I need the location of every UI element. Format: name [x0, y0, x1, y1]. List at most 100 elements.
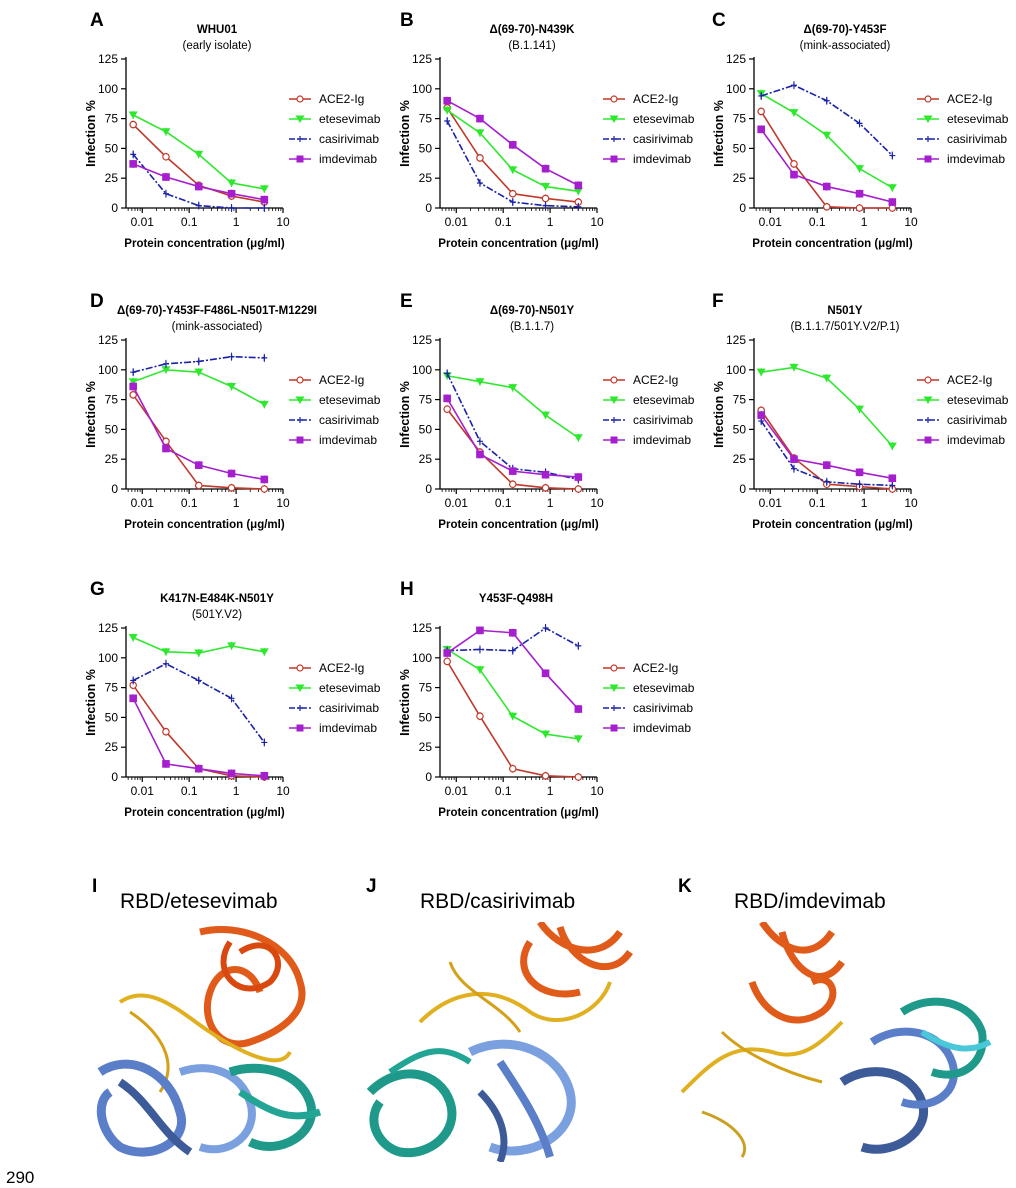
legend-marker: [923, 115, 933, 123]
data-point-imdevimab: [790, 455, 798, 463]
legend-label: casirivimab: [947, 413, 1007, 427]
data-point-etesevimab: [756, 368, 766, 377]
data-point-casirivimab: [889, 482, 896, 489]
legend-label: etesevimab: [633, 112, 695, 126]
data-point-etesevimab: [194, 150, 204, 159]
data-point-imdevimab: [194, 182, 203, 191]
legend-label: imdevimab: [633, 433, 691, 447]
legend-label: etesevimab: [633, 681, 695, 695]
data-point-etesevimab: [822, 131, 832, 140]
legend-marker: [296, 724, 304, 732]
data-point-imdevimab: [822, 182, 831, 191]
series-line-imdevimab: [132, 697, 265, 777]
data-point-casirivimab: [261, 354, 268, 361]
data-point-imdevimab: [260, 195, 269, 204]
data-point-casirivimab: [758, 92, 765, 99]
data-point-casirivimab: [889, 152, 896, 159]
panel-subtitle: (B.1.1.7): [509, 321, 555, 333]
y-tick-label: 50: [733, 141, 747, 155]
data-point-casirivimab: [476, 179, 483, 186]
data-point-ace2-ig: [194, 481, 203, 490]
x-tick-label: 0.1: [809, 215, 826, 229]
data-point-etesevimab: [789, 363, 799, 372]
data-point-imdevimab: [227, 769, 236, 778]
legend-marker: [296, 664, 304, 672]
data-point-imdevimab: [822, 461, 831, 469]
y-tick-label: 125: [726, 333, 746, 347]
data-point-casirivimab: [228, 695, 235, 702]
series-line-imdevimab: [760, 128, 893, 203]
y-tick-label: 25: [105, 452, 119, 466]
legend-marker: [925, 417, 931, 423]
x-tick-label: 10: [276, 496, 290, 510]
y-tick-label: 25: [733, 171, 747, 185]
series-line-ace2-ig: [132, 684, 265, 778]
data-point-imdevimab: [162, 444, 170, 453]
data-point-etesevimab: [855, 405, 865, 414]
data-point-casirivimab: [130, 369, 137, 376]
chart-panel-b: B Δ(69-70)-N439K (B.1.141) 0 25 50 75 100 125…: [396, 8, 716, 268]
data-point-ace2-ig: [476, 712, 484, 721]
legend-label: imdevimab: [947, 152, 1005, 166]
y-tick-label: 75: [419, 112, 433, 126]
data-point-ace2-ig: [757, 107, 765, 116]
x-tick-label: 0.01: [131, 784, 155, 798]
legend-label: casirivimab: [633, 701, 693, 715]
data-point-etesevimab: [442, 106, 452, 115]
data-point-etesevimab: [508, 166, 518, 174]
data-point-imdevimab: [508, 467, 517, 475]
data-point-etesevimab: [887, 442, 897, 451]
legend-label: ACE2-Ig: [947, 373, 992, 387]
legend-marker: [297, 705, 303, 711]
chart-h-plot: 0 25 50 75 100 125 0.01 0.1 1 10 Protein concentra…: [398, 621, 695, 819]
data-point-imdevimab: [162, 760, 170, 768]
y-axis-label: Infection %: [84, 381, 98, 448]
legend-label: etesevimab: [319, 681, 381, 695]
data-point-imdevimab: [757, 125, 765, 134]
legend-label: ACE2-Ig: [947, 92, 992, 106]
data-point-etesevimab: [789, 109, 799, 117]
data-point-etesevimab: [475, 666, 485, 674]
y-tick-label: 75: [419, 393, 433, 407]
y-tick-label: 125: [98, 52, 118, 66]
x-axis-label: Protein concentration (μg/ml): [752, 238, 913, 250]
legend-label: casirivimab: [633, 413, 693, 427]
legend-label: casirivimab: [319, 413, 379, 427]
legend-marker: [611, 136, 617, 142]
data-point-etesevimab: [475, 378, 485, 386]
y-tick-label: 125: [726, 52, 746, 66]
y-tick-label: 50: [105, 422, 119, 436]
x-tick-label: 10: [590, 784, 604, 798]
x-tick-label: 0.01: [759, 496, 783, 510]
y-tick-label: 0: [739, 201, 746, 215]
data-point-casirivimab: [162, 360, 169, 367]
data-point-etesevimab: [259, 648, 269, 656]
y-tick-label: 125: [412, 52, 432, 66]
legend-marker: [610, 724, 618, 732]
y-tick-label: 25: [419, 171, 433, 185]
data-point-ace2-ig: [508, 764, 517, 773]
legend-marker: [295, 396, 305, 404]
data-point-imdevimab: [162, 173, 170, 181]
legend-marker: [609, 684, 619, 692]
x-tick-label: 1: [861, 215, 868, 229]
data-point-casirivimab: [790, 465, 797, 472]
y-tick-label: 100: [412, 651, 432, 665]
data-point-imdevimab: [790, 170, 798, 179]
y-tick-label: 100: [412, 363, 432, 377]
legend-label: casirivimab: [319, 132, 379, 146]
data-point-ace2-ig: [574, 485, 583, 493]
data-point-ace2-ig: [508, 189, 517, 198]
data-point-casirivimab: [162, 660, 169, 667]
data-point-ace2-ig: [574, 773, 583, 781]
series-line-ace2-ig: [760, 409, 893, 490]
legend-marker: [611, 417, 617, 423]
protein-structure-image: [680, 922, 992, 1158]
series-line-casirivimab: [760, 84, 893, 157]
data-point-imdevimab: [476, 450, 484, 459]
y-tick-label: 100: [726, 82, 746, 96]
legend-marker: [296, 155, 304, 163]
legend-label: ACE2-Ig: [319, 373, 364, 387]
data-point-etesevimab: [259, 400, 269, 409]
panel-letter: I: [92, 876, 98, 897]
